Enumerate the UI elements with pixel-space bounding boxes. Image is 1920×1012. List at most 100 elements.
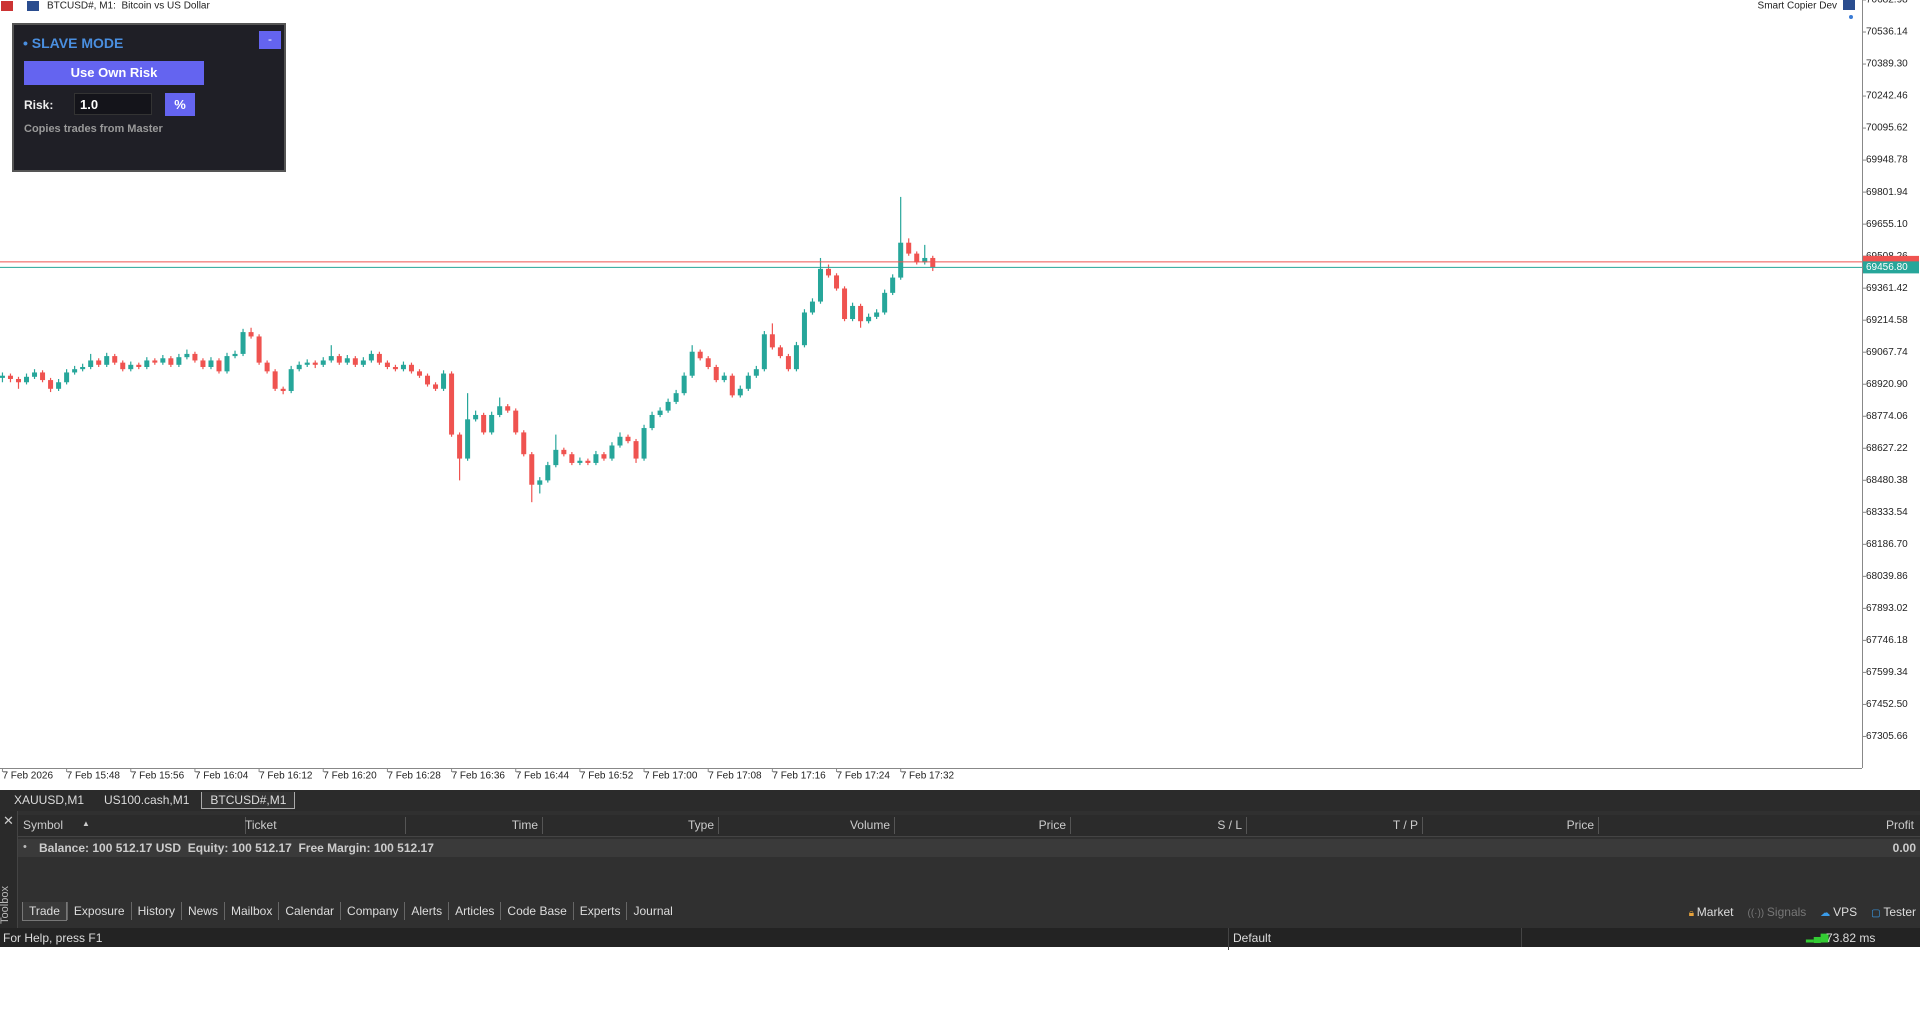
column-separator [718, 817, 719, 834]
candle-body [224, 356, 230, 372]
candle-body [449, 373, 455, 435]
candle-body [376, 353, 382, 363]
balance-row: • Balance: 100 512.17 USD Equity: 100 51… [18, 839, 1920, 857]
toolbox-tab[interactable]: Code Base [500, 902, 572, 920]
column-header-cell[interactable]: Symbol [23, 818, 64, 832]
column-header-cell[interactable]: S / L [1217, 818, 1242, 832]
close-icon[interactable]: ✕ [3, 813, 14, 828]
candle-body [240, 332, 246, 354]
candle-body [858, 305, 864, 322]
toolbox: ✕ Toolbox Symbol Ticket Time Type Volume Pric… [0, 811, 1920, 928]
risk-label: Risk: [24, 98, 54, 112]
risk-input[interactable]: 1.0 [74, 93, 152, 115]
candle-body [898, 242, 904, 278]
chart-tab[interactable]: BTCUSD#,M1 [201, 792, 296, 809]
toolbox-tab[interactable]: Mailbox [223, 902, 278, 920]
minimize-button[interactable]: - [259, 31, 281, 49]
own-risk-button[interactable]: Use Own Risk [24, 61, 204, 85]
candle-body [320, 360, 326, 365]
candle-body [304, 362, 310, 365]
column-header-cell[interactable]: Volume [849, 818, 890, 832]
y-tick-label: 68774.06 [1866, 411, 1908, 422]
candle-body [152, 360, 158, 363]
column-header-cell[interactable]: T / P [1392, 818, 1418, 832]
chart-tab[interactable]: XAUUSD,M1 [14, 793, 85, 807]
candle-body [729, 375, 735, 396]
toolbox-tab[interactable]: Alerts [404, 902, 448, 920]
candle-body [216, 360, 222, 372]
y-tick-label: 69801.94 [1866, 187, 1908, 198]
candle-body [737, 388, 743, 396]
candle-body [465, 419, 471, 459]
candle-body [673, 393, 679, 402]
candle-body [561, 449, 567, 455]
toolbox-tab[interactable]: Journal [626, 902, 678, 920]
candle-body [930, 257, 936, 268]
candle-body [705, 358, 711, 367]
column-header-cell[interactable]: Time [511, 818, 538, 832]
candle-body [809, 301, 815, 313]
candle-body [850, 305, 856, 320]
risk-unit-button[interactable]: % [165, 93, 195, 116]
candle-body [481, 414, 487, 433]
toolbox-tab[interactable]: Trade [22, 902, 67, 921]
toolbox-tab[interactable]: News [180, 902, 224, 920]
column-header-cell[interactable]: Price [1566, 818, 1594, 832]
toolbox-tab[interactable]: Articles [448, 902, 500, 920]
candle-body [665, 401, 671, 411]
symbol-icon [27, 1, 39, 11]
panel-note: Copies trades from Master [24, 123, 163, 135]
y-tick-label: 68627.22 [1866, 443, 1908, 454]
right-tab[interactable]: ((·)) Signals [1747, 905, 1806, 919]
right-tab[interactable]: ▢ Tester [1871, 905, 1916, 919]
candle-body [88, 360, 94, 367]
candle-body [328, 356, 334, 361]
candle-body [168, 358, 174, 365]
candle-body [360, 360, 366, 365]
right-tab[interactable]: 🔒︎ Market [1689, 905, 1734, 919]
candle-body [633, 441, 639, 459]
column-header-cell[interactable]: Ticket [245, 818, 277, 832]
candle-body [272, 371, 278, 389]
help-text: For Help, press F1 [3, 931, 103, 945]
candle-body [713, 366, 719, 381]
x-tick-label: 7 Feb 15:56 [131, 771, 185, 782]
status-bar: For Help, press F1 Default ▂▄▆ 73.82 ms [0, 928, 1920, 950]
column-separator [405, 817, 406, 834]
toolbox-tab[interactable]: Company [340, 902, 404, 920]
status-separator [1521, 928, 1522, 947]
toolbox-tab[interactable]: Experts [572, 902, 627, 920]
candle-body [296, 364, 302, 370]
tab-label: Tester [1883, 905, 1916, 919]
y-tick-label: 69214.58 [1866, 315, 1908, 326]
right-tab[interactable]: ☁︎ VPS [1820, 905, 1857, 919]
candle-body [914, 253, 920, 263]
toolbox-tab[interactable]: Exposure [66, 902, 131, 920]
y-tick-label: 70389.30 [1866, 59, 1908, 70]
candle-body [128, 364, 134, 370]
candle-body [24, 376, 30, 383]
chart-tab[interactable]: US100.cash,M1 [104, 793, 190, 807]
candle-body [32, 372, 38, 377]
candle-body [352, 358, 358, 365]
candle-body [545, 465, 551, 481]
y-tick-label: 68186.70 [1866, 539, 1908, 550]
candle-body [256, 336, 262, 363]
column-header-cell[interactable]: Type [687, 818, 714, 832]
candle-body [826, 268, 832, 276]
candle-body [336, 356, 342, 363]
status-dot [1849, 15, 1853, 19]
toolbox-tab[interactable]: Calendar [278, 902, 340, 920]
candle-body [585, 460, 591, 463]
column-header-cell[interactable]: Price [1038, 818, 1066, 832]
column-header-cell[interactable]: Profit [1885, 818, 1914, 832]
candle-body [184, 353, 190, 358]
toolbox-tab[interactable]: History [130, 902, 181, 920]
x-tick-label: 7 Feb 17:00 [644, 771, 698, 782]
candle-body [874, 312, 880, 317]
candle-body [416, 371, 422, 376]
candle-body [104, 356, 110, 365]
candle-body [537, 480, 543, 485]
balance-text: Balance: 100 512.17 USD Equity: 100 512.… [39, 841, 434, 855]
candle-body [0, 375, 5, 378]
